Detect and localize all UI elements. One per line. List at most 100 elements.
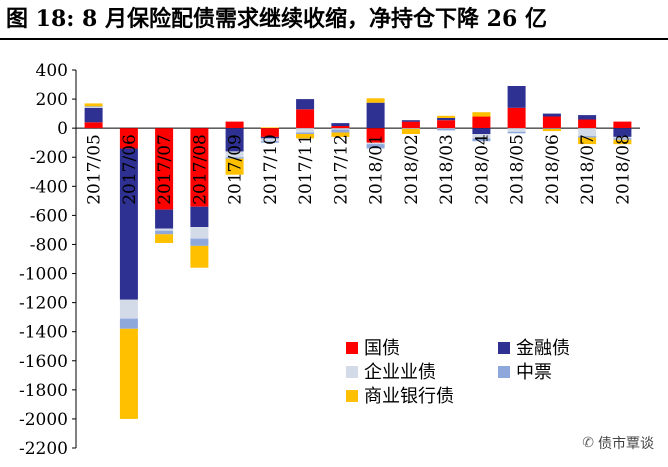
bar-segment [507,86,526,108]
x-tick-label: 2017/06 [120,134,140,205]
bar-segment [155,228,174,231]
bar-segment [225,128,244,152]
legend-swatch [346,366,358,378]
bar-segment [331,123,350,126]
bar-segment [472,128,491,134]
bar-segment [472,138,491,142]
bar-segment [401,128,420,129]
bar-segment [155,128,174,210]
legend-label: 商业银行债 [364,386,454,407]
bar-segment [578,119,597,129]
bar-segment [472,116,491,129]
bar-segment [472,134,491,139]
watermark-text: 债市覃谈 [598,436,654,452]
bar-segment [507,107,526,129]
bar-segment [225,158,244,175]
bar-segment [437,118,456,121]
y-tick-label: -800 [30,235,68,255]
x-tick-label: 2018/04 [472,134,492,205]
x-tick-labels: 2017/05 2017/06 2017/07 2017/08 2017/09 2017/… [85,134,634,205]
bar-segment [260,138,279,142]
legend-swatch [498,342,510,354]
axes-layer: 400 200 0 -200 -400 -600 -800 -1000 -1200 -1400 -1… [19,61,640,459]
y-tick-label: -600 [30,206,68,226]
watermark: ✆ 债市覃谈 [582,433,654,453]
bar-segment [119,148,138,300]
bar-segment [578,136,597,138]
bar-segment [366,142,385,145]
bar-segment [331,129,350,133]
x-tick-label: 2017/08 [190,134,210,205]
bar-segment [296,132,315,134]
bar-segment [296,109,315,129]
bar-segment [437,128,456,129]
bar-segment [613,128,632,137]
bar-segment [613,121,632,129]
bar-segment [542,128,561,129]
legend-swatch [346,390,358,402]
bar-segment [260,127,279,129]
bar-segment [507,131,526,134]
x-tick-label: 2017/10 [261,134,281,205]
bar-segment [119,318,138,329]
y-tick-label: -1800 [19,381,68,401]
y-tick-label: 0 [57,119,68,139]
bar-segment [260,141,279,143]
bar-segment [437,120,456,129]
wechat-icon: ✆ [582,435,594,451]
bar-segment [155,230,174,235]
bar-segment [190,245,209,268]
y-tick-label: -1200 [19,294,68,314]
title-rule [0,38,668,40]
bar-segment [119,328,138,419]
bar-segment [296,134,315,139]
x-tick-label: 2018/01 [367,134,387,205]
x-tick-label: 2017/05 [85,134,105,205]
bar-segment [190,227,209,239]
y-tick-label: -400 [30,177,68,197]
y-tick-label: -1000 [19,265,68,285]
bar-segment [84,122,103,129]
legend-swatch [498,366,510,378]
x-tick-label: 2017/09 [226,134,246,205]
bar-segment [578,115,597,120]
bar-segment [613,139,632,145]
bar-segment [613,138,632,140]
legend-label: 中票 [516,362,552,383]
y-tick-label: -1400 [19,323,68,343]
bar-segment [366,144,385,149]
x-tick-label: 2017/07 [155,134,175,205]
bar-segment [542,113,561,117]
bar-segment [84,103,103,107]
bar-segment [225,151,244,158]
bar-segment [366,102,385,129]
legend-label: 国债 [364,338,400,359]
bar-segment [578,137,597,145]
y-tick-label: 400 [36,61,68,81]
bar-segment [366,98,385,103]
bar-segment [296,128,315,133]
x-tick-label: 2017/11 [296,134,316,205]
bar-segment [155,234,174,243]
bar-segment [119,299,138,319]
figure-title: 图 18: 8 月保险配债需求继续收缩，净持仓下降 26 亿 [6,6,547,32]
bar-segment [225,157,244,159]
bar-segment [507,128,526,132]
y-tick-label: -2000 [19,410,68,430]
legend-label: 金融债 [516,338,570,359]
bar-segment [437,128,456,131]
y-tick-label: -1600 [19,352,68,372]
y-tick-label: 200 [36,90,68,110]
bar-segment [225,121,244,129]
bar-segment [401,121,420,129]
bar-segment [84,107,103,123]
bar-segment [366,128,385,143]
bar-segment [542,116,561,129]
bar-segment [155,209,174,229]
bar-segment [296,99,315,110]
bar-segment [613,136,632,139]
y-tick-label: -200 [30,148,68,168]
legend-swatch [346,342,358,354]
bar-segment [542,128,561,132]
